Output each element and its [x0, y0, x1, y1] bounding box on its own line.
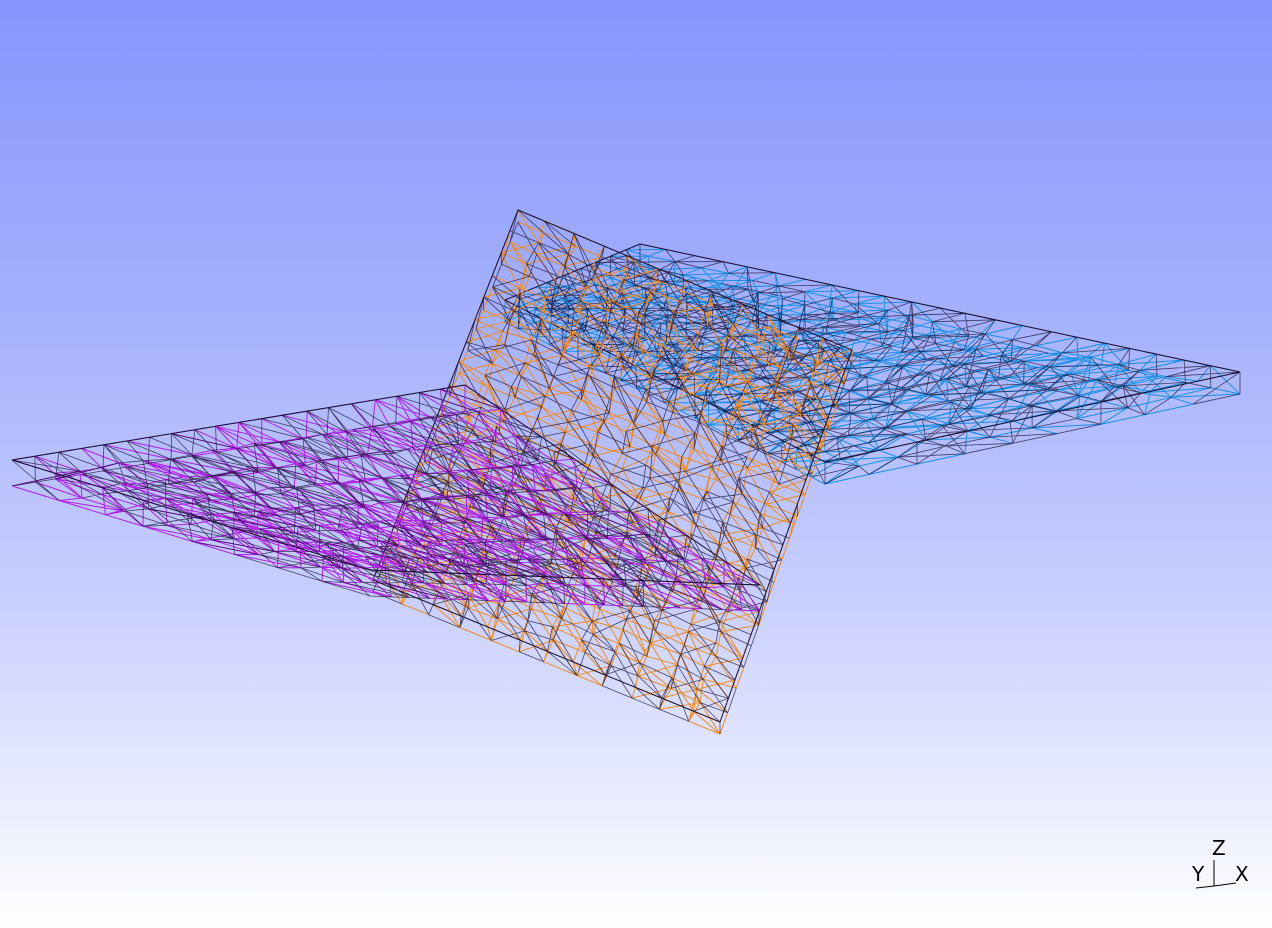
purple-mesh-volume[interactable]: [11, 384, 762, 612]
orange-wall-colored-edges: [372, 209, 853, 735]
axis-triad-lines: [1195, 860, 1237, 889]
axis-x-label: X: [1235, 862, 1249, 886]
purple-slab-outline: [11, 384, 762, 586]
axis-triad: Z Y X: [1186, 832, 1256, 892]
orange-mesh-volume[interactable]: [372, 209, 853, 735]
orange-wall-outline: [372, 209, 853, 723]
axis-z-label: Z: [1212, 836, 1226, 860]
axis-y-label: Y: [1192, 862, 1205, 886]
blue-slab-outline: [503, 243, 1241, 463]
